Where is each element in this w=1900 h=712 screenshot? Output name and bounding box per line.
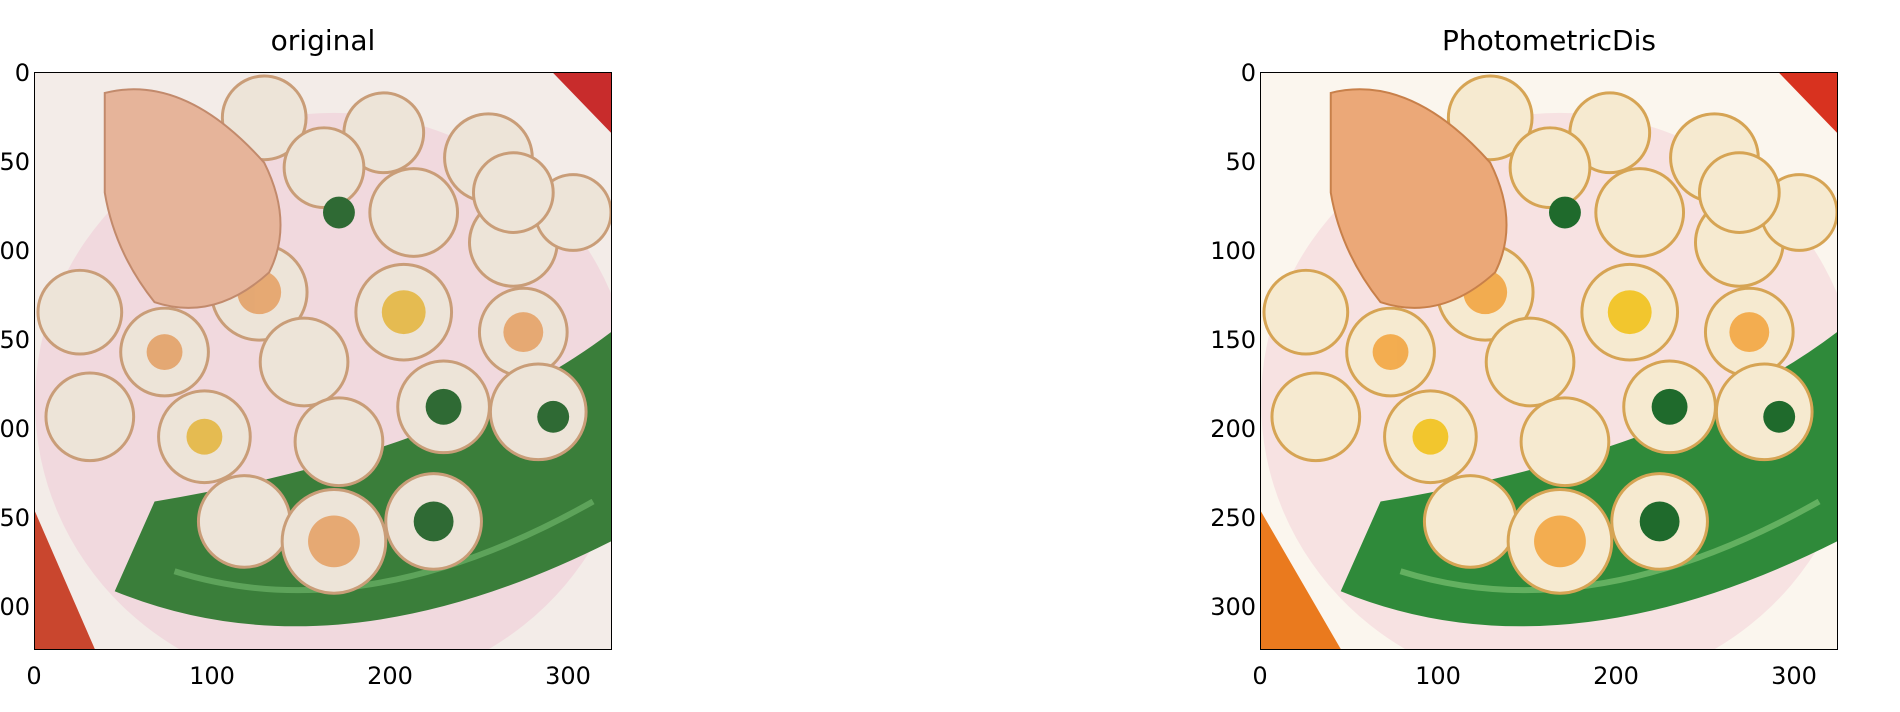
- xtick-label: 0: [1252, 662, 1268, 690]
- xtick-label: 200: [367, 662, 413, 690]
- xtick-label: 300: [545, 662, 591, 690]
- ytick-label: 200: [1210, 415, 1256, 443]
- xtick-label: 100: [189, 662, 235, 690]
- panel-title: original: [270, 24, 376, 57]
- image-axes: [34, 72, 612, 650]
- ytick-label: 150: [0, 326, 30, 354]
- panel-photometric: PhotometricDis: [1188, 0, 1888, 712]
- ytick-label: 100: [1210, 237, 1256, 265]
- ytick-label: 250: [0, 504, 30, 532]
- ytick-label: 50: [0, 148, 30, 176]
- ytick-label: 300: [0, 593, 30, 621]
- food-photo-photometric: [1261, 73, 1837, 649]
- ytick-label: 0: [14, 59, 30, 87]
- xtick-label: 0: [26, 662, 42, 690]
- ytick-label: 300: [1210, 593, 1256, 621]
- ytick-label: 0: [1240, 59, 1256, 87]
- xtick-label: 300: [1771, 662, 1817, 690]
- xtick-label: 100: [1415, 662, 1461, 690]
- ytick-label: 250: [1210, 504, 1256, 532]
- image-axes: [1260, 72, 1838, 650]
- panel-original: original: [0, 0, 660, 712]
- ytick-label: 150: [1210, 326, 1256, 354]
- ytick-label: 50: [1225, 148, 1256, 176]
- food-photo-original: [35, 73, 611, 649]
- panel-title: PhotometricDis: [1442, 24, 1656, 57]
- ytick-label: 100: [0, 237, 30, 265]
- xtick-label: 200: [1593, 662, 1639, 690]
- ytick-label: 200: [0, 415, 30, 443]
